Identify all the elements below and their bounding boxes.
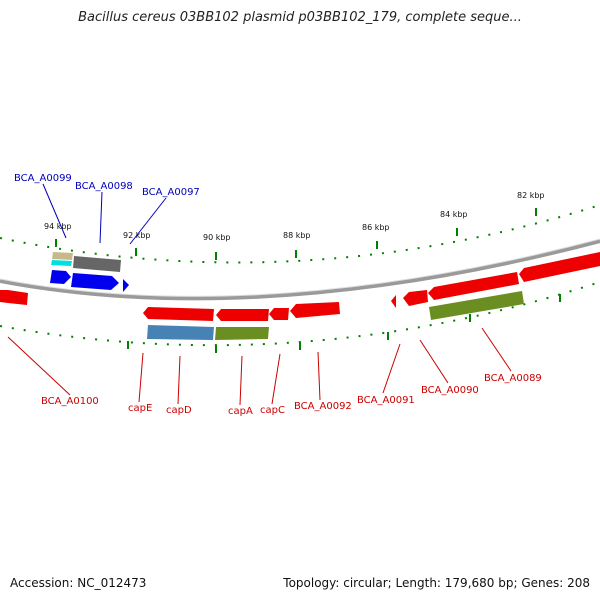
leader-line-BCA_A0100 xyxy=(7,336,71,396)
cds-feature-steelblue[interactable] xyxy=(147,325,214,340)
leader-line-BCA_A0090 xyxy=(419,339,449,384)
gene-label[interactable]: BCA_A0090 xyxy=(421,385,479,396)
gene-label[interactable]: BCA_A0099 xyxy=(14,173,72,184)
topology-summary-text: Topology: circular; Length: 179,680 bp; … xyxy=(283,576,590,590)
gene-capA-arrow[interactable] xyxy=(269,308,289,320)
leader-line-BCA_A0089 xyxy=(481,327,512,372)
leader-line-capD xyxy=(177,355,181,405)
plasmid-backbone xyxy=(0,239,600,301)
accession-text: Accession: NC_012473 xyxy=(10,576,147,590)
plasmid-backbone-highlight xyxy=(0,238,600,297)
gene-label[interactable]: capC xyxy=(260,405,285,416)
gene-BCA_A0091-arrow[interactable] xyxy=(391,295,396,308)
kbp-label: 86 kbp xyxy=(362,223,390,232)
gene-label[interactable]: BCA_A0089 xyxy=(484,373,542,384)
gene-BCA_A0100-arrow[interactable] xyxy=(0,290,28,305)
gene-label[interactable]: BCA_A0091 xyxy=(357,395,415,406)
gene-label[interactable]: capE xyxy=(128,403,152,414)
gene-capD-arrow[interactable] xyxy=(216,309,269,321)
gene-BCA_A0098-arrow[interactable] xyxy=(71,273,119,290)
scale-ring-inner xyxy=(0,281,600,347)
forward-leader-lines xyxy=(42,183,167,245)
gene-label[interactable]: capA xyxy=(228,406,253,417)
leader-line-capE xyxy=(138,352,144,403)
gene-BCA_A0088-arrow[interactable] xyxy=(519,252,600,282)
map-title: Bacillus cereus 03BB102 plasmid p03BB102… xyxy=(78,10,522,25)
leader-line-BCA_A0091 xyxy=(382,343,401,394)
reverse-strand-features xyxy=(0,252,600,340)
gene-capC-arrow[interactable] xyxy=(290,302,340,318)
cds-feature-tan[interactable] xyxy=(52,252,73,260)
gene-BCA_A0090-arrow[interactable] xyxy=(403,290,428,306)
gene-capE-arrow[interactable] xyxy=(143,307,214,321)
gene-label[interactable]: BCA_A0098 xyxy=(75,181,133,192)
leader-line-BCA_A0092 xyxy=(317,351,321,401)
kbp-label: 88 kbp xyxy=(283,231,311,240)
leader-line-BCA_A0099 xyxy=(42,183,67,239)
leader-line-capA xyxy=(239,355,243,406)
leader-line-capC xyxy=(271,353,281,405)
forward-gene-labels: BCA_A0099 BCA_A0098 BCA_A0097 xyxy=(14,173,200,198)
gene-BCA_A0089-arrow[interactable] xyxy=(428,272,519,300)
cds-feature-grey[interactable] xyxy=(73,256,121,272)
gene-label[interactable]: BCA_A0097 xyxy=(142,187,200,198)
scale-ring-outer xyxy=(0,204,600,264)
cds-feature-olive-BCA_A0089[interactable] xyxy=(429,291,524,320)
kbp-label: 90 kbp xyxy=(203,233,231,242)
kbp-labels: 94 kbp 92 kbp 90 kbp 88 kbp 86 kbp 84 kb… xyxy=(44,191,545,242)
kbp-label: 94 kbp xyxy=(44,222,72,231)
kbp-label: 82 kbp xyxy=(517,191,545,200)
gene-label[interactable]: capD xyxy=(166,405,192,416)
leader-line-BCA_A0097 xyxy=(129,197,167,245)
kbp-label: 84 kbp xyxy=(440,210,468,219)
cds-feature-olive-capA[interactable] xyxy=(215,327,269,340)
cds-feature-cyan[interactable] xyxy=(51,260,72,266)
kbp-major-ticks xyxy=(55,208,561,353)
forward-strand-features xyxy=(50,252,129,292)
reverse-leader-lines xyxy=(7,327,512,406)
gene-label[interactable]: BCA_A0092 xyxy=(294,401,352,412)
leader-line-BCA_A0098 xyxy=(99,191,103,244)
gene-label[interactable]: BCA_A0100 xyxy=(41,396,99,407)
gene-BCA_A0097-arrow[interactable] xyxy=(123,279,129,292)
reverse-gene-labels: BCA_A0100 capE capD capA capC BCA_A0092 … xyxy=(41,373,542,417)
gene-BCA_A0099-arrow[interactable] xyxy=(50,270,71,284)
